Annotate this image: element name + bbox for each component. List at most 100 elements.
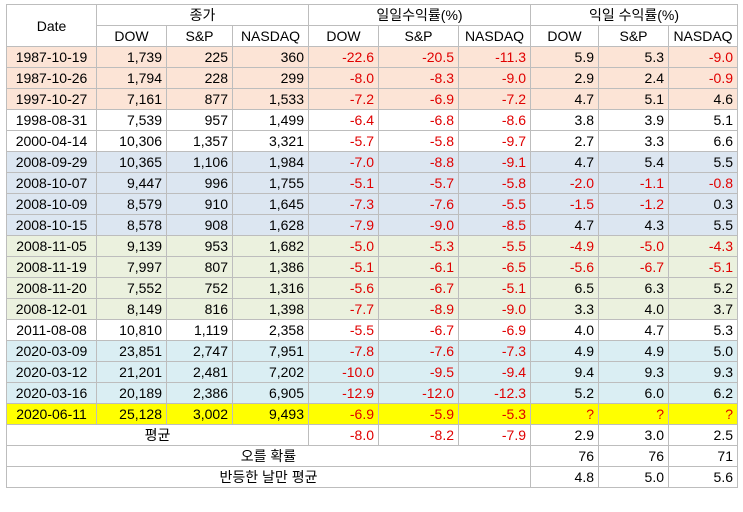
cell-daily-dow[interactable]: -7.2 <box>308 88 379 110</box>
cell-close-dow[interactable]: 7,161 <box>96 88 167 110</box>
header-daily-sp[interactable]: S&P <box>378 25 459 47</box>
cell-next-nasdaq[interactable]: -9.0 <box>668 46 738 68</box>
cell-close-sp[interactable]: 1,106 <box>166 151 233 173</box>
cell-date[interactable]: 1997-10-27 <box>6 88 97 110</box>
cell-daily-nasdaq[interactable]: -11.3 <box>458 46 531 68</box>
cell-daily-dow[interactable]: -6.4 <box>308 109 379 131</box>
cell-date[interactable]: 1998-08-31 <box>6 109 97 131</box>
cell-next-nasdaq[interactable]: 9.3 <box>668 361 738 383</box>
cell-close-sp[interactable]: 807 <box>166 256 233 278</box>
cell-next-sp[interactable]: 4.0 <box>598 298 669 320</box>
cell-close-dow[interactable]: 9,447 <box>96 172 167 194</box>
cell-close-dow[interactable]: 9,139 <box>96 235 167 257</box>
cell-close-dow[interactable]: 1,794 <box>96 67 167 89</box>
cell-date[interactable]: 2008-11-19 <box>6 256 97 278</box>
cell-close-nasdaq[interactable]: 360 <box>232 46 309 68</box>
cell-daily-sp[interactable]: -12.0 <box>378 382 459 404</box>
cell-close-sp[interactable]: 910 <box>166 193 233 215</box>
cell-daily-sp[interactable]: -6.9 <box>378 88 459 110</box>
cell-daily-sp[interactable]: -6.1 <box>378 256 459 278</box>
cell-daily-sp[interactable]: -20.5 <box>378 46 459 68</box>
cell-close-nasdaq[interactable]: 1,499 <box>232 109 309 131</box>
cell-next-sp[interactable]: 2.4 <box>598 67 669 89</box>
cell-close-dow[interactable]: 8,579 <box>96 193 167 215</box>
cell-date[interactable]: 2020-03-16 <box>6 382 97 404</box>
cell-daily-nasdaq[interactable]: -9.4 <box>458 361 531 383</box>
cell-daily-sp[interactable]: -5.7 <box>378 172 459 194</box>
cell-next-sp[interactable]: 6.3 <box>598 277 669 299</box>
cell-close-dow[interactable]: 1,739 <box>96 46 167 68</box>
cell-daily-nasdaq[interactable]: -5.1 <box>458 277 531 299</box>
cell-close-sp[interactable]: 957 <box>166 109 233 131</box>
cell-date[interactable]: 2008-10-07 <box>6 172 97 194</box>
average-next-dow[interactable]: 2.9 <box>530 424 599 446</box>
cell-daily-dow[interactable]: -7.9 <box>308 214 379 236</box>
cell-close-dow[interactable]: 10,306 <box>96 130 167 152</box>
cell-next-nasdaq[interactable]: 5.0 <box>668 340 738 362</box>
cell-next-dow[interactable]: 3.8 <box>530 109 599 131</box>
cell-close-sp[interactable]: 908 <box>166 214 233 236</box>
cell-date[interactable]: 2020-06-11 <box>6 403 97 425</box>
cell-next-dow[interactable]: ? <box>530 403 599 425</box>
average-next-sp[interactable]: 3.0 <box>598 424 669 446</box>
cell-daily-sp[interactable]: -9.0 <box>378 214 459 236</box>
cell-close-dow[interactable]: 7,997 <box>96 256 167 278</box>
cell-daily-sp[interactable]: -7.6 <box>378 340 459 362</box>
cell-next-dow[interactable]: 4.7 <box>530 214 599 236</box>
cell-date[interactable]: 2020-03-09 <box>6 340 97 362</box>
cell-daily-dow[interactable]: -8.0 <box>308 67 379 89</box>
cell-close-sp[interactable]: 953 <box>166 235 233 257</box>
cell-daily-nasdaq[interactable]: -8.5 <box>458 214 531 236</box>
cell-close-nasdaq[interactable]: 1,316 <box>232 277 309 299</box>
rise-probability-label[interactable]: 오를 확률 <box>6 445 531 467</box>
header-next-group[interactable]: 익일 수익률(%) <box>530 4 738 26</box>
cell-next-sp[interactable]: -1.1 <box>598 172 669 194</box>
cell-next-nasdaq[interactable]: 5.5 <box>668 214 738 236</box>
cell-close-dow[interactable]: 10,810 <box>96 319 167 341</box>
cell-next-sp[interactable]: 4.3 <box>598 214 669 236</box>
cell-close-nasdaq[interactable]: 1,533 <box>232 88 309 110</box>
header-next-sp[interactable]: S&P <box>598 25 669 47</box>
cell-next-sp[interactable]: 3.9 <box>598 109 669 131</box>
cell-next-dow[interactable]: 4.0 <box>530 319 599 341</box>
cell-close-nasdaq[interactable]: 7,202 <box>232 361 309 383</box>
header-close-group[interactable]: 종가 <box>96 4 309 26</box>
cell-daily-sp[interactable]: -5.8 <box>378 130 459 152</box>
cell-next-nasdaq[interactable]: 5.3 <box>668 319 738 341</box>
rise-probability-nasdaq[interactable]: 71 <box>668 445 738 467</box>
cell-next-nasdaq[interactable]: 5.2 <box>668 277 738 299</box>
cell-close-dow[interactable]: 7,552 <box>96 277 167 299</box>
cell-close-dow[interactable]: 8,149 <box>96 298 167 320</box>
cell-date[interactable]: 2008-11-05 <box>6 235 97 257</box>
rebound-average-label[interactable]: 반등한 날만 평균 <box>6 466 531 488</box>
cell-close-nasdaq[interactable]: 1,755 <box>232 172 309 194</box>
cell-daily-nasdaq[interactable]: -12.3 <box>458 382 531 404</box>
cell-next-nasdaq[interactable]: 0.3 <box>668 193 738 215</box>
cell-daily-nasdaq[interactable]: -6.9 <box>458 319 531 341</box>
header-next-nasdaq[interactable]: NASDAQ <box>668 25 738 47</box>
cell-close-nasdaq[interactable]: 1,628 <box>232 214 309 236</box>
cell-daily-sp[interactable]: -8.8 <box>378 151 459 173</box>
cell-next-dow[interactable]: -4.9 <box>530 235 599 257</box>
cell-daily-nasdaq[interactable]: -7.3 <box>458 340 531 362</box>
cell-next-dow[interactable]: -5.6 <box>530 256 599 278</box>
cell-date[interactable]: 2008-10-15 <box>6 214 97 236</box>
cell-date[interactable]: 1987-10-26 <box>6 67 97 89</box>
cell-next-dow[interactable]: 5.2 <box>530 382 599 404</box>
cell-date[interactable]: 2008-10-09 <box>6 193 97 215</box>
cell-daily-dow[interactable]: -5.5 <box>308 319 379 341</box>
cell-date[interactable]: 2008-11-20 <box>6 277 97 299</box>
cell-close-sp[interactable]: 228 <box>166 67 233 89</box>
cell-close-nasdaq[interactable]: 1,984 <box>232 151 309 173</box>
cell-next-sp[interactable]: 5.4 <box>598 151 669 173</box>
cell-next-dow[interactable]: 4.7 <box>530 88 599 110</box>
cell-next-dow[interactable]: -1.5 <box>530 193 599 215</box>
rebound-average-nasdaq[interactable]: 5.6 <box>668 466 738 488</box>
header-daily-dow[interactable]: DOW <box>308 25 379 47</box>
cell-close-sp[interactable]: 1,119 <box>166 319 233 341</box>
rise-probability-sp[interactable]: 76 <box>598 445 669 467</box>
cell-daily-dow[interactable]: -7.3 <box>308 193 379 215</box>
cell-daily-nasdaq[interactable]: -5.5 <box>458 235 531 257</box>
cell-close-sp[interactable]: 877 <box>166 88 233 110</box>
cell-close-sp[interactable]: 816 <box>166 298 233 320</box>
